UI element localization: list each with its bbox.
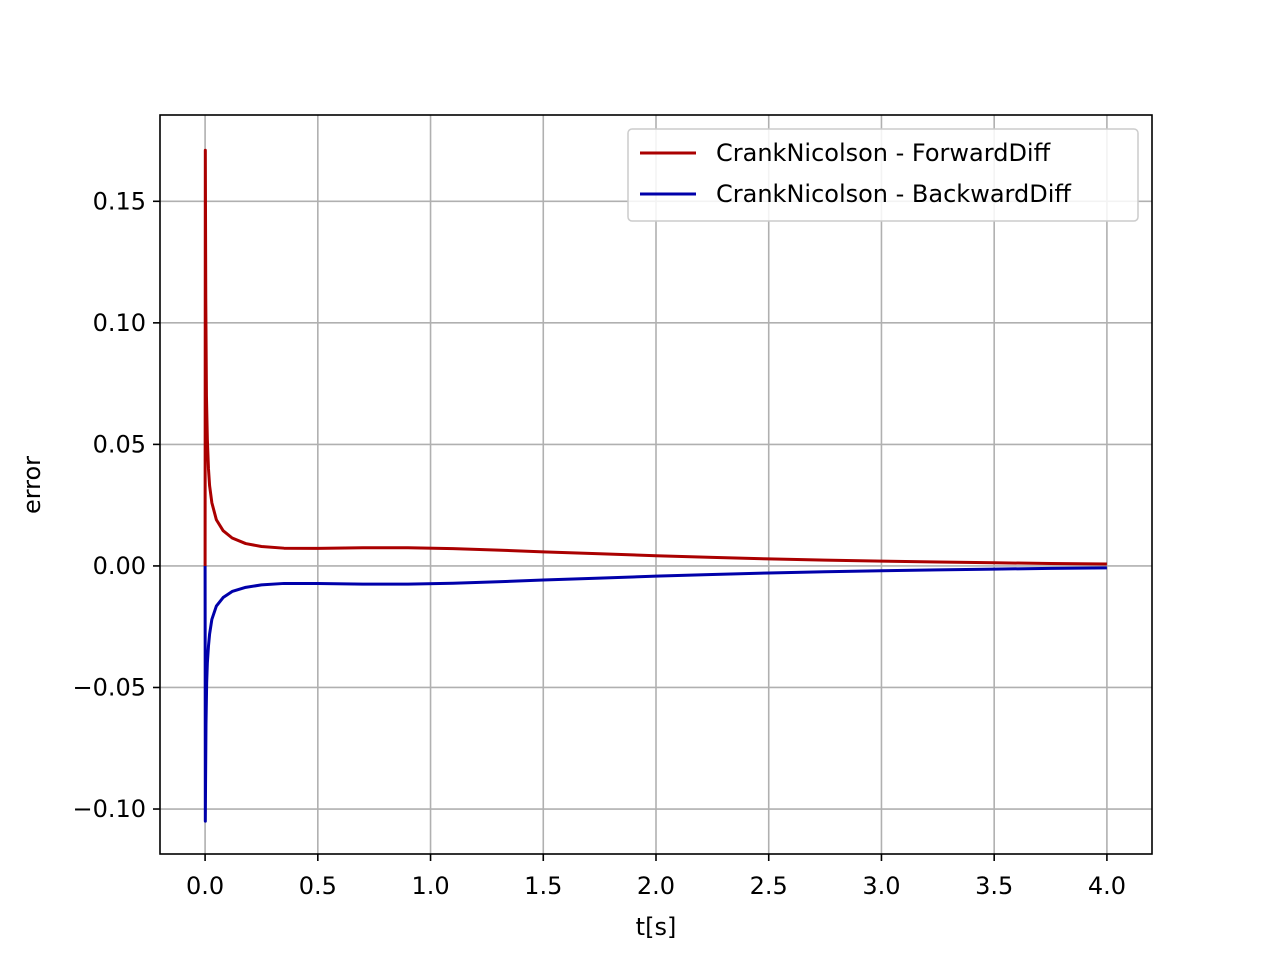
legend: CrankNicolson - ForwardDiff CrankNicolso… bbox=[627, 128, 1139, 222]
series-layer bbox=[203, 148, 1107, 823]
legend-label-backward: CrankNicolson - BackwardDiff bbox=[716, 180, 1071, 208]
x-tick-label: 2.0 bbox=[637, 872, 675, 900]
x-tick-label: 0.0 bbox=[186, 872, 224, 900]
y-axis-label: error bbox=[18, 456, 46, 514]
x-axis-label: t[s] bbox=[636, 913, 677, 941]
y-tick-label: −0.10 bbox=[72, 795, 146, 823]
y-axis: −0.10 −0.05 0.00 0.05 0.10 0.15 bbox=[72, 187, 160, 823]
x-tick-label: 4.0 bbox=[1088, 872, 1126, 900]
y-tick-label: 0.10 bbox=[93, 309, 146, 337]
series-line-backward bbox=[203, 565, 1107, 823]
y-tick-label: 0.15 bbox=[93, 187, 146, 215]
x-tick-label: 3.5 bbox=[975, 872, 1013, 900]
legend-box bbox=[627, 128, 1139, 222]
x-axis: 0.0 0.5 1.0 1.5 2.0 2.5 3.0 3.5 4.0 bbox=[186, 854, 1126, 900]
series-line-forward bbox=[203, 148, 1107, 566]
x-tick-label: 1.5 bbox=[524, 872, 562, 900]
x-tick-label: 3.0 bbox=[862, 872, 900, 900]
y-tick-label: −0.05 bbox=[72, 673, 146, 701]
y-tick-label: 0.00 bbox=[93, 552, 146, 580]
y-tick-label: 0.05 bbox=[93, 430, 146, 458]
x-tick-label: 0.5 bbox=[299, 872, 337, 900]
x-tick-label: 2.5 bbox=[750, 872, 788, 900]
x-tick-label: 1.0 bbox=[411, 872, 449, 900]
legend-label-forward: CrankNicolson - ForwardDiff bbox=[716, 139, 1051, 167]
